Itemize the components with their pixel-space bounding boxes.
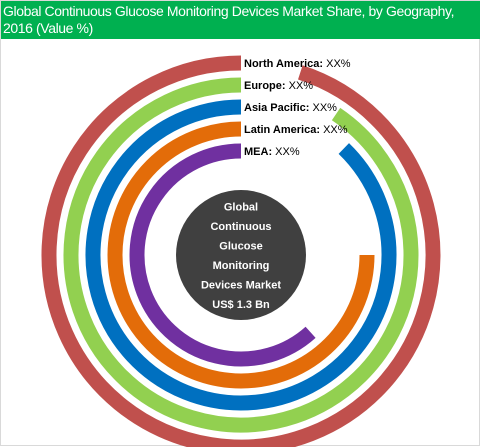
center-label: Global Continuous Glucose Monitoring Devices… bbox=[201, 201, 281, 310]
arc-asia-pacific bbox=[85, 99, 397, 411]
center-label-line: Monitoring bbox=[213, 260, 270, 272]
legend-label-europe: Europe: XX% bbox=[244, 80, 313, 92]
chart-title: Global Continuous Glucose Monitoring Dev… bbox=[3, 3, 455, 36]
legend-label-latin-america: Latin America: XX% bbox=[244, 124, 348, 136]
center-circle bbox=[176, 190, 306, 320]
legend-label-north-america: North America: XX% bbox=[244, 58, 351, 70]
center-label-line: US$ 1.3 Bn bbox=[212, 299, 270, 311]
center-label-line: Global bbox=[224, 201, 258, 213]
center-label-line: Continuous bbox=[210, 221, 271, 233]
center-label-line: Devices Market bbox=[201, 279, 281, 291]
arc-latin-america bbox=[107, 121, 375, 389]
arc-group bbox=[41, 55, 441, 447]
title-bar: Global Continuous Glucose Monitoring Dev… bbox=[1, 1, 480, 39]
legend-labels: North America: XX% Europe: XX% Asia Pacifi… bbox=[244, 58, 351, 158]
center-label-line: Glucose bbox=[219, 240, 262, 252]
legend-label-asia-pacific: Asia Pacific: XX% bbox=[244, 102, 337, 114]
arc-europe bbox=[63, 77, 419, 433]
arc-north-america bbox=[41, 55, 441, 447]
legend-label-mea: MEA: XX% bbox=[244, 146, 300, 158]
arc-mea bbox=[129, 143, 316, 367]
